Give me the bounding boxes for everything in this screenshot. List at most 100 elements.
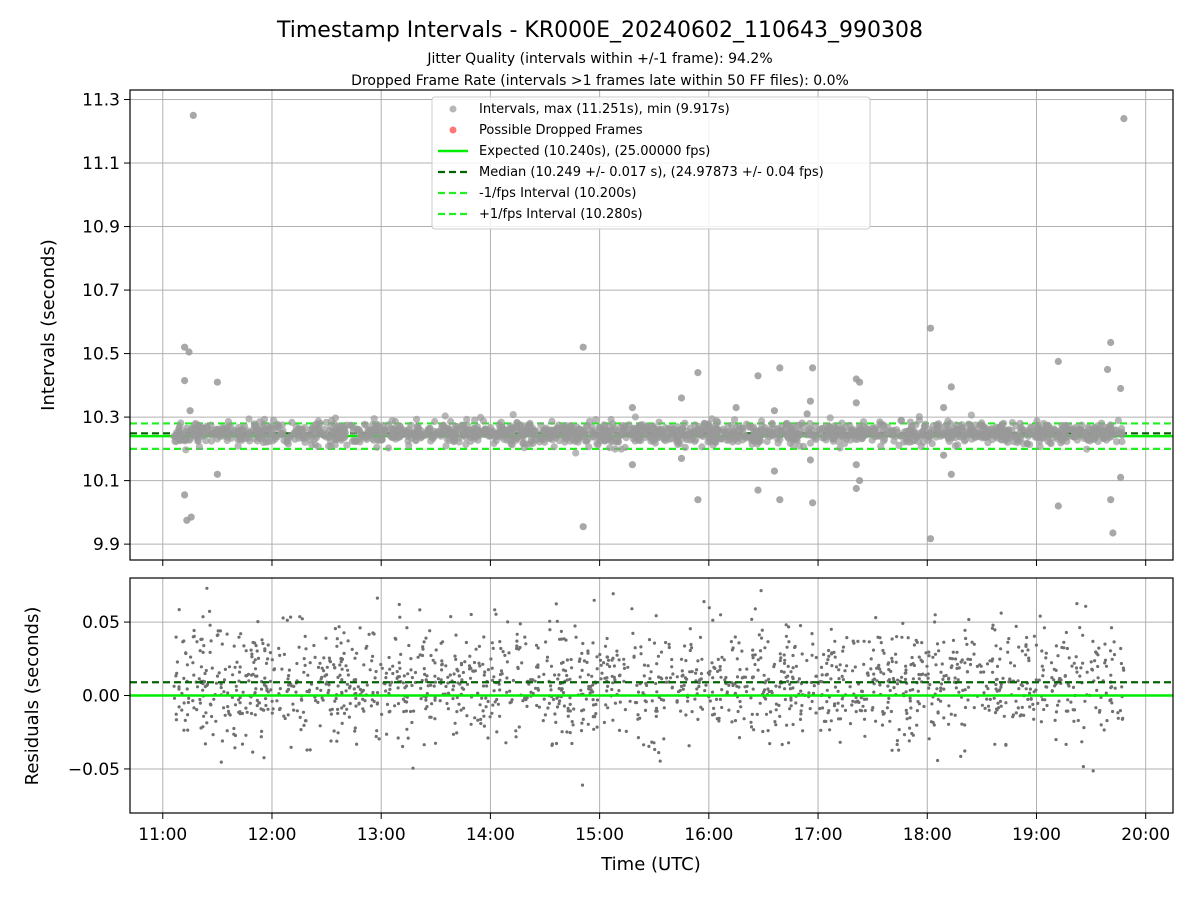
residual-point [1081,765,1085,769]
residual-point [605,689,609,693]
residual-point [440,659,444,663]
residual-point [1064,709,1068,713]
residual-point [1041,668,1045,672]
residual-point [850,703,854,707]
residual-point [818,706,822,711]
residual-point [515,639,519,643]
residual-point [238,701,242,705]
chart-subtitle-dropped: Dropped Frame Rate (intervals >1 frames … [351,73,849,89]
residual-point [219,682,223,686]
residual-point [933,613,937,617]
residual-point [174,718,178,722]
residual-point [384,676,388,680]
interval-point [925,433,933,441]
interval-point [245,415,253,423]
residual-point [387,691,391,696]
residual-point [824,673,828,677]
interval-outlier-point [754,486,762,494]
residual-point [753,662,757,667]
residual-point [730,648,735,652]
residual-point [915,640,919,645]
residual-point [250,655,254,659]
interval-outlier-point [947,470,955,478]
residual-point [477,661,481,665]
interval-point [1113,438,1121,446]
residual-point [615,649,619,653]
interval-point [601,436,609,445]
residual-point [953,713,957,717]
residual-point [727,708,731,712]
residual-point [421,645,425,649]
residual-point [255,698,259,703]
residual-point [999,685,1003,689]
residual-point [257,701,261,705]
residual-point [581,717,585,722]
residual-point [246,672,251,676]
residual-point [1028,691,1032,695]
residual-point [890,656,894,661]
residual-point [670,665,674,669]
residual-point [711,676,715,680]
interval-point [348,422,356,430]
interval-point [234,442,242,450]
residual-point [180,691,184,696]
residual-point [909,706,913,710]
residual-point [518,622,522,626]
residual-point [965,670,970,674]
residual-point [327,656,331,660]
residual-point [699,672,704,676]
interval-outlier-point [947,383,955,391]
residual-point [216,633,220,637]
residual-point [733,719,738,723]
residual-point [482,673,486,677]
residual-point [720,705,724,710]
residual-point [515,644,519,648]
interval-outlier-point [181,491,189,499]
residual-point [772,665,776,669]
residual-point [717,719,721,723]
residual-point [479,717,483,722]
interval-point [517,424,525,432]
residual-point [778,659,782,663]
residuals-x-ticks: 11:00 12:00 13:00 14:00 15:00 16:00 17:00 18:00… [138,813,1170,845]
residual-point [360,690,364,694]
residual-point [238,710,242,714]
interval-point [176,423,184,431]
residual-point [448,673,452,677]
interval-point [748,440,756,448]
residual-point [862,662,866,667]
residual-point [560,687,564,691]
residual-point [186,728,190,732]
residual-point [174,712,178,716]
residual-point [172,696,177,700]
residual-point [752,728,756,732]
residual-point [631,631,635,636]
residual-point [1016,679,1020,683]
residual-point [398,666,402,671]
residual-point [407,643,411,648]
residual-point [794,664,799,668]
interval-point [952,421,960,429]
residual-point [355,742,359,746]
residual-point [516,666,520,671]
residual-point [345,682,349,686]
residual-point [505,660,509,664]
residual-point [476,718,480,722]
interval-point [370,415,378,423]
interval-point [288,418,296,426]
residual-point [688,627,692,631]
x-tick-label: 14:00 [466,825,515,845]
residual-point [254,644,258,648]
residual-point [739,705,743,709]
interval-point [631,413,640,421]
residual-point [184,651,188,656]
residual-point [440,668,444,672]
residual-point [698,678,702,682]
residual-point [264,684,268,688]
residual-point [1017,645,1021,649]
residual-point [811,691,816,696]
residual-point [342,704,346,708]
residual-point [975,664,980,669]
residual-point [339,641,343,645]
interval-point [207,421,215,429]
